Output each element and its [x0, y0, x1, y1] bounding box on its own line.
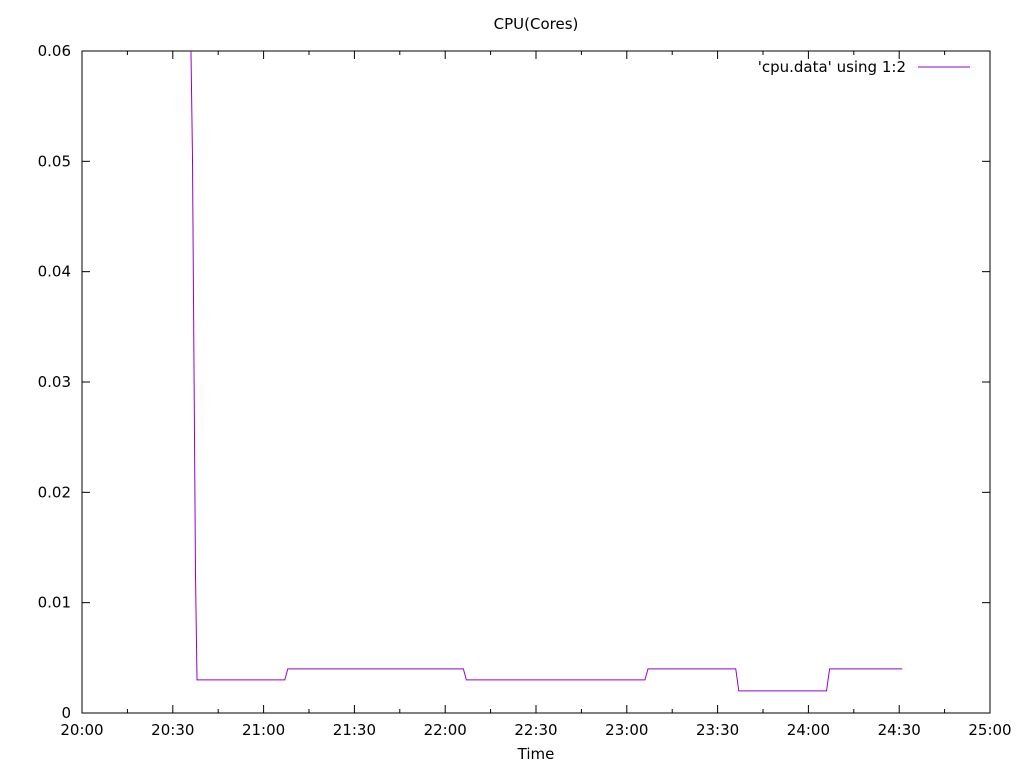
x-tick-label: 22:00: [424, 721, 467, 739]
x-axis-label: Time: [517, 745, 555, 763]
axis-ticks: [81, 50, 991, 714]
series-line-0: [190, 50, 903, 692]
x-tick-label: 25:00: [968, 721, 1011, 739]
x-tick-label: 22:30: [514, 721, 557, 739]
y-tick-label: 0.02: [38, 483, 71, 501]
x-tick-label: 21:00: [242, 721, 285, 739]
x-tick-label: 24:00: [787, 721, 830, 739]
y-tick-labels: 0 0.01 0.02 0.03 0.04 0.05 0.06: [38, 42, 71, 722]
y-tick-label: 0.03: [38, 373, 71, 391]
x-tick-label: 24:30: [878, 721, 921, 739]
series-layer: [190, 50, 903, 692]
x-tick-label: 20:30: [151, 721, 194, 739]
y-tick-label: 0.04: [38, 263, 71, 281]
x-tick-label: 23:00: [605, 721, 648, 739]
chart-title: CPU(Cores): [494, 15, 579, 33]
x-tick-label: 23:30: [696, 721, 739, 739]
y-tick-label: 0.06: [38, 42, 71, 60]
x-tick-label: 20:00: [60, 721, 103, 739]
y-tick-label: 0.01: [38, 594, 71, 612]
y-tick-label: 0: [61, 704, 71, 722]
legend-label: 'cpu.data' using 1:2: [758, 58, 906, 76]
x-tick-labels: 20:00 20:30 21:00 21:30 22:00 22:30 23:00 23:30…: [60, 721, 1011, 739]
plot-border: [81, 50, 991, 714]
x-tick-label: 21:30: [333, 721, 376, 739]
y-tick-label: 0.05: [38, 152, 71, 170]
